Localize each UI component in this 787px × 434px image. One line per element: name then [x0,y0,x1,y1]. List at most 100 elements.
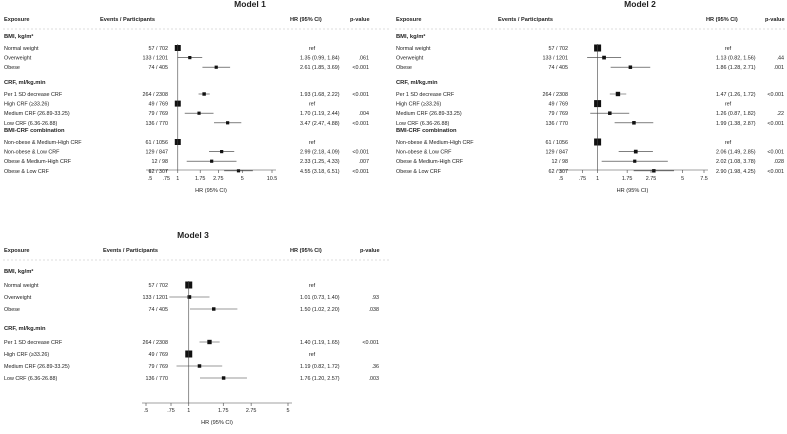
column-header-exposure: Exposure [4,248,30,254]
x-axis-tick-label: 1.75 [218,408,229,414]
section-title: BMI, kg/m² [4,268,33,275]
row-p-value: <0.001 [767,150,784,156]
panel-title: Model 2 [624,0,656,9]
hr-point-marker [220,150,224,154]
x-axis-tick-label: 5 [241,176,244,182]
row-p-value: .003 [369,376,380,382]
column-header-p: p-value [350,17,370,23]
x-axis-tick-label: 2.75 [646,176,657,182]
row-events: 136 / 770 [146,121,168,127]
column-header-exposure: Exposure [396,17,422,23]
row-events: 129 / 847 [546,150,568,156]
x-axis-label: HR (95% CI) [195,188,227,194]
x-axis-tick-label: .5 [144,408,149,414]
row-p-value: .44 [777,56,785,62]
row-p-value: .001 [774,65,785,71]
x-axis-tick-label: 2.75 [213,176,224,182]
row-label: Non-obese & Low CRF [4,150,60,156]
hr-point-marker [633,149,638,154]
x-axis-tick-label: .75 [162,176,170,182]
row-hr-text: ref [309,102,316,108]
row-hr-text: 2.90 (1.98, 4.25) [716,169,756,175]
row-label: Obese & Medium-High CRF [4,159,72,165]
row-label: Per 1 SD decrease CRF [4,92,63,98]
row-hr-text: 3.47 (2.47, 4.88) [300,121,340,127]
row-label: Non-obese & Low CRF [396,150,452,156]
row-p-value: <0.001 [352,65,369,71]
row-p-value: <0.001 [767,92,784,98]
forest-panel-model-1: Model 1 Exposure Events / Participants HR (… [3,0,390,194]
row-hr-text: 1.86 (1.28, 2.71) [716,65,756,71]
row-events: 74 / 405 [149,65,168,71]
row-hr-text: ref [725,102,732,108]
row-hr-text: ref [725,46,732,52]
row-label: Per 1 SD decrease CRF [4,340,63,346]
row-p-value: <0.001 [362,340,379,346]
column-header-events: Events / Participants [498,17,553,23]
row-p-value: <0.001 [352,121,369,127]
x-axis-tick-label: 1.75 [195,176,206,182]
row-hr-text: 2.02 (1.08, 3.78) [716,159,756,165]
row-label: High CRF (≥33.26) [4,352,49,358]
row-label: High CRF (≥33.26) [396,102,441,108]
row-p-value: .038 [369,307,380,313]
column-header-p: p-value [765,17,785,23]
row-events: 12 / 98 [552,159,569,165]
row-p-value: .061 [359,56,370,62]
row-label: Normal weight [396,46,431,52]
row-label: Obese [396,65,412,71]
x-axis-tick-label: .75 [167,408,175,414]
column-header-hr: HR (95% CI) [290,17,322,23]
hr-point-marker [236,169,241,173]
hr-point-marker [187,295,192,299]
row-p-value: <0.001 [352,169,369,175]
row-p-value: .028 [774,159,785,165]
hr-point-marker [202,92,206,96]
x-axis-tick-label: 1 [187,408,190,414]
row-p-value: .93 [372,295,380,301]
row-events: 136 / 770 [546,121,568,127]
row-hr-text: 2.61 (1.85, 3.69) [300,65,340,71]
row-label: Overweight [396,56,424,62]
column-header-events: Events / Participants [100,17,155,23]
x-axis-tick-label: 2.75 [246,408,257,414]
x-axis-tick-label: 5 [287,408,290,414]
row-label: Obese & Low CRF [396,169,442,175]
row-label: Per 1 SD decrease CRF [396,92,455,98]
row-events: 49 / 769 [149,352,168,358]
row-events: 49 / 769 [549,102,568,108]
hr-point-marker [608,111,612,115]
column-header-hr: HR (95% CI) [290,248,322,254]
hr-point-marker [197,111,201,115]
row-hr-text: ref [309,46,316,52]
column-header-hr: HR (95% CI) [706,17,738,23]
row-events: 264 / 2308 [543,92,568,98]
x-axis-label: HR (95% CI) [617,188,649,194]
hr-point-marker [221,376,226,380]
row-hr-text: 1.70 (1.19, 2.44) [300,111,340,117]
row-events: 264 / 2308 [143,340,168,346]
section-title: BMI, kg/m² [4,33,33,40]
row-events: 62 / 307 [149,169,168,175]
x-axis-tick-label: 1 [596,176,599,182]
row-events: 57 / 702 [149,46,168,52]
row-p-value: <0.001 [352,150,369,156]
row-events: 61 / 1056 [546,140,568,146]
row-p-value: .007 [359,159,370,165]
row-events: 133 / 1201 [143,56,168,62]
row-p-value: .22 [777,111,785,117]
hr-point-marker [632,121,636,125]
row-hr-text: 4.55 (3.18, 6.51) [300,169,340,175]
row-label: Obese & Medium-High CRF [396,159,464,165]
row-label: Medium CRF (26.89-33.25) [4,111,70,117]
hr-point-marker [226,121,230,125]
hr-point-marker [210,159,214,163]
row-hr-text: 1.47 (1.26, 1.72) [716,92,756,98]
hr-point-marker [633,159,637,163]
row-p-value: <0.001 [767,169,784,175]
x-axis-tick-label: .5 [148,176,153,182]
row-hr-text: 1.26 (0.87, 1.82) [716,111,756,117]
row-events: 62 / 307 [549,169,568,175]
